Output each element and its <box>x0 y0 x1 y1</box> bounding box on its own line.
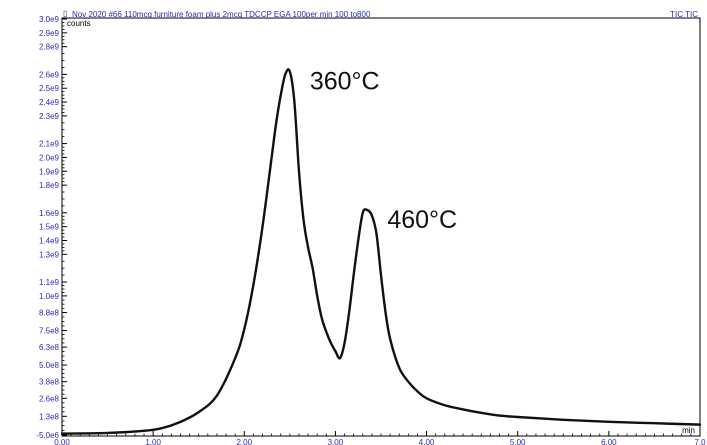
y-tick-label: 5.0e8 <box>39 361 60 370</box>
x-tick-label: 1.00 <box>145 438 161 445</box>
y-axis-unit: counts <box>67 19 91 28</box>
y-tick-label: 2.1e9 <box>39 140 60 149</box>
x-tick-label: 2.00 <box>236 438 252 445</box>
y-tick-label: 3.8e8 <box>39 378 60 387</box>
y-tick-label: 1.9e9 <box>39 167 60 176</box>
y-tick-label: 2.5e9 <box>39 84 60 93</box>
tic-trace-line <box>60 68 702 435</box>
x-tick-label: 6.00 <box>601 438 617 445</box>
y-tick-label: 1.0e9 <box>39 292 60 301</box>
y-tick-label: 8.8e8 <box>39 308 60 317</box>
y-tick-label: 1.1e9 <box>39 278 60 287</box>
y-tick-label: 1.4e9 <box>39 236 60 245</box>
y-tick-label: 7.5e8 <box>39 326 60 335</box>
chart-header: ▯ Nov 2020 #66 110mcg furniture foam plu… <box>63 9 698 19</box>
y-tick-label: 6.3e8 <box>39 343 60 352</box>
x-tick-label: 4.00 <box>419 438 435 445</box>
y-tick-label: 2.0e9 <box>39 153 60 162</box>
y-tick-label: 2.6e9 <box>39 70 60 79</box>
y-tick-label: 1.8e9 <box>39 181 60 190</box>
x-tick-label: 3.00 <box>328 438 344 445</box>
peak-label: 460°C <box>387 206 457 234</box>
y-tick-label: 1.5e9 <box>39 223 60 232</box>
y-tick-label: 2.3e9 <box>39 112 60 121</box>
x-tick-label: 7.0 <box>694 438 706 445</box>
y-tick-label: 2.8e9 <box>39 43 60 52</box>
x-axis: 0.00 1.00 2.00 3.00 4.00 5.00 6.00 7.0 <box>54 431 706 445</box>
y-tick-label: 1.3e9 <box>39 250 60 259</box>
annotation-layer: 360°C 460°C <box>310 68 457 234</box>
y-tick-label: 1.6e9 <box>39 209 60 218</box>
y-tick-label: 3.0e9 <box>39 15 60 24</box>
y-axis: -5.0e6 1.3e8 2.6e8 3.8e8 5.0e8 6.3e8 7.5e8 8.8e… <box>36 15 67 440</box>
chart-title: Nov 2020 #66 110mcg furniture foam plus … <box>72 10 371 19</box>
y-tick-label: -5.0e6 <box>36 431 59 440</box>
y-tick-label: 2.9e9 <box>39 29 60 38</box>
header-folder-icon: ▯ <box>63 9 67 18</box>
y-tick-label: 1.3e8 <box>39 412 60 421</box>
trace-label: TIC TIC <box>670 10 698 19</box>
series-layer <box>60 68 702 435</box>
y-tick-label: 2.6e8 <box>39 394 60 403</box>
x-tick-label: 0.00 <box>54 438 70 445</box>
y-tick-label: 2.4e9 <box>39 98 60 107</box>
x-axis-unit: min <box>682 426 695 435</box>
peak-label: 360°C <box>310 68 380 96</box>
x-tick-label: 5.00 <box>510 438 526 445</box>
